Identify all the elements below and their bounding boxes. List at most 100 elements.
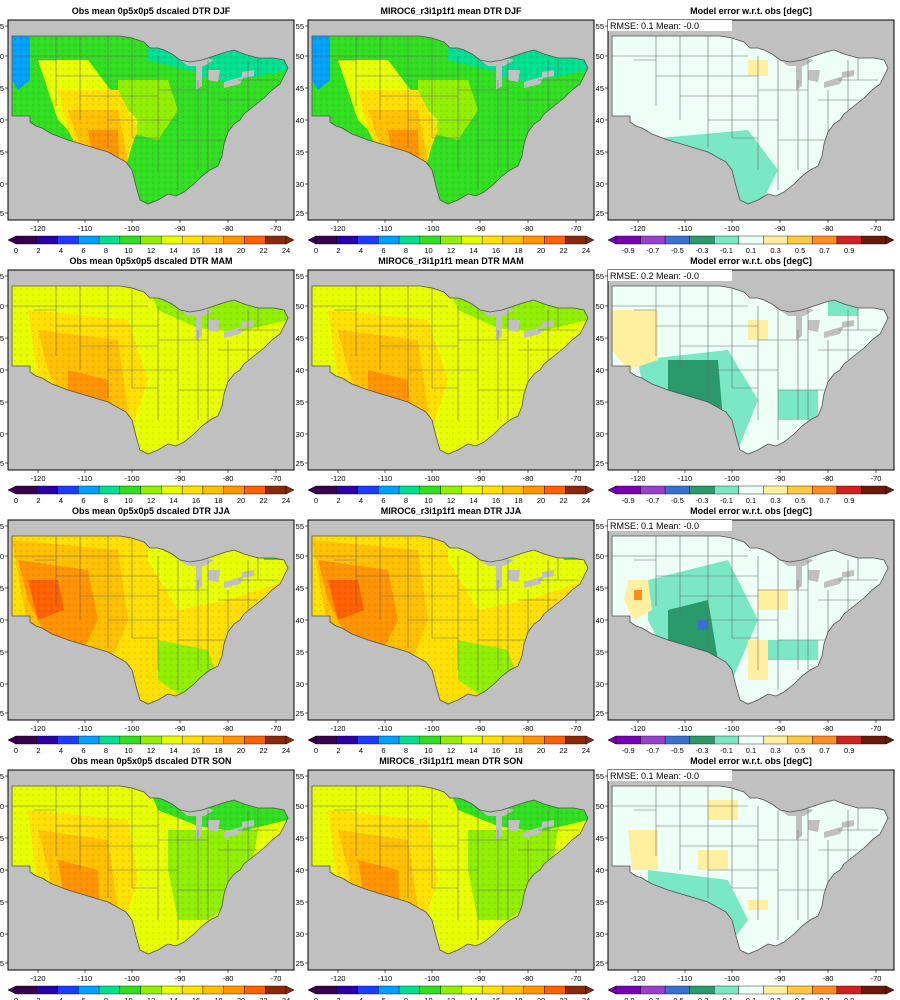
- colorbar-swatch: [419, 985, 441, 995]
- colorbar-swatch: [265, 485, 287, 495]
- colorbar-swatch: [244, 985, 266, 995]
- colorbar-tick-label: 14: [169, 496, 177, 505]
- colorbar-arrow-high: [885, 985, 895, 995]
- colorbar-tick-label: 6: [81, 246, 85, 255]
- colorbar-arrow-low: [607, 985, 617, 995]
- colorbar-tick-label: 18: [514, 996, 522, 1000]
- x-tick-label: -70: [271, 224, 282, 233]
- error-region: [612, 310, 658, 370]
- colorbar-tick-label: 16: [492, 246, 500, 255]
- colorbar-tick-label: 16: [192, 996, 200, 1000]
- y-tick-label: 40: [296, 866, 304, 875]
- panel-djf-error: Model error w.r.t. obs [degC] RMSE: 0.1 M…: [596, 6, 895, 255]
- x-tick-label: -110: [378, 224, 392, 233]
- y-tick-label: 50: [0, 802, 4, 811]
- colorbar-swatch: [357, 735, 379, 745]
- colorbar-swatch: [244, 735, 266, 745]
- x-tick-label: -70: [571, 724, 582, 733]
- colorbar-tick-label: 10: [424, 496, 432, 505]
- colorbar-swatch: [461, 735, 483, 745]
- colorbar-swatch: [787, 985, 813, 995]
- colorbar-swatch: [738, 985, 764, 995]
- colorbar-tick-label: 10: [424, 746, 432, 755]
- colorbar-tick-label: 20: [237, 496, 245, 505]
- colorbar-tick-label: 14: [469, 496, 477, 505]
- y-tick-label: 25: [0, 709, 4, 718]
- x-tick-label: -70: [571, 224, 582, 233]
- y-tick-label: 35: [296, 398, 304, 407]
- colorbar-swatch: [57, 985, 79, 995]
- colorbar-tick-label: 0.9: [844, 746, 854, 755]
- panel-mam-model: MIROC6_r3i1p1f1 mean DTR MAM555045403530…: [296, 256, 595, 505]
- x-tick-label: -90: [475, 974, 486, 983]
- colorbar-swatch: [336, 235, 358, 245]
- panel-son-error: Model error w.r.t. obs [degC] RMSE: 0.1 M…: [596, 756, 895, 1000]
- colorbar-swatch: [836, 485, 862, 495]
- colorbar-swatch: [502, 235, 524, 245]
- colorbar-tick-label: 0.1: [746, 746, 756, 755]
- y-tick-label: 45: [596, 84, 604, 93]
- colorbar-tick-label: 24: [582, 496, 590, 505]
- colorbar-swatch: [140, 235, 162, 245]
- y-tick-label: 30: [596, 430, 604, 439]
- colorbar-swatch: [713, 485, 739, 495]
- x-tick-label: -120: [630, 974, 645, 983]
- colorbar-swatch: [640, 485, 666, 495]
- colorbar-swatch: [461, 985, 483, 995]
- colorbar-swatch: [78, 485, 100, 495]
- stats-text: RMSE: 0.1 Mean: -0.0: [610, 21, 699, 31]
- colorbar-tick-label: 0.7: [819, 996, 829, 1000]
- colorbar-tick-label: 0.1: [746, 246, 756, 255]
- great-lake: [508, 570, 520, 582]
- y-tick-label: 50: [596, 802, 604, 811]
- colorbar-swatch: [523, 485, 545, 495]
- colorbar-tick-label: -0.7: [646, 746, 659, 755]
- colorbar-tick-label: 10: [124, 746, 132, 755]
- coastline: [611, 785, 889, 955]
- x-tick-label: -70: [271, 974, 282, 983]
- colorbar-swatch: [640, 735, 666, 745]
- y-tick-label: 55: [0, 22, 4, 31]
- colorbar-tick-label: 2: [336, 746, 340, 755]
- great-lake: [808, 70, 820, 82]
- coastline: [11, 285, 289, 455]
- x-tick-label: -90: [475, 474, 486, 483]
- colorbar-tick-label: 22: [559, 746, 567, 755]
- state-borders: [612, 286, 878, 440]
- panel-title: Obs mean 0p5x0p5 dscaled DTR DJF: [72, 6, 231, 16]
- colorbar-tick-label: -0.1: [720, 496, 733, 505]
- colorbar-swatch: [615, 485, 641, 495]
- state-borders: [312, 536, 578, 690]
- colorbar-tick-label: 8: [404, 246, 408, 255]
- great-lake: [224, 326, 244, 338]
- x-tick-label: -90: [475, 224, 486, 233]
- colorbar-swatch: [689, 985, 715, 995]
- x-tick-label: -100: [424, 224, 439, 233]
- colorbar-tick-label: 16: [492, 496, 500, 505]
- colorbar-tick-label: 0: [314, 246, 318, 255]
- colorbar-tick-label: 6: [81, 996, 85, 1000]
- colorbar-tick-label: -0.3: [695, 246, 708, 255]
- colorbar-swatch: [812, 485, 838, 495]
- y-tick-label: 30: [296, 180, 304, 189]
- colorbar-tick-label: 22: [259, 246, 267, 255]
- colorbar-swatch: [565, 735, 587, 745]
- colorbar-tick-label: 18: [214, 996, 222, 1000]
- colorbar-swatch: [161, 985, 183, 995]
- y-tick-label: 35: [596, 648, 604, 657]
- colorbar-tick-label: 6: [381, 746, 385, 755]
- colorbar-swatch: [15, 735, 37, 745]
- colorbar-tick-label: 10: [124, 996, 132, 1000]
- great-lake: [496, 316, 502, 340]
- x-tick-label: -80: [223, 724, 234, 733]
- colorbar-swatch: [223, 985, 245, 995]
- x-tick-label: -120: [630, 224, 645, 233]
- error-region: [708, 800, 738, 820]
- colorbar-swatch: [812, 235, 838, 245]
- great-lake: [524, 76, 544, 88]
- colorbar-arrow-high: [585, 235, 595, 245]
- colorbar-tick-label: 0.9: [844, 996, 854, 1000]
- error-colorbar: -0.9 -0.7 -0.5 -0.3 -0.1 0.1 0.3 0.5 0.7 0.9: [607, 235, 895, 255]
- y-tick-label: 40: [0, 116, 4, 125]
- colorbar-tick-label: 10: [124, 246, 132, 255]
